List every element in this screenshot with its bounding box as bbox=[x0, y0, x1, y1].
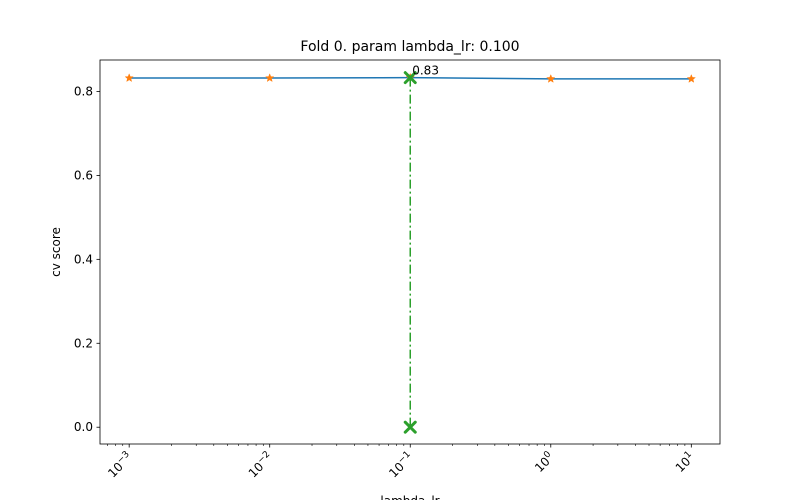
best-value-marker-top bbox=[403, 71, 417, 85]
y-tick-label: 0.4 bbox=[74, 252, 93, 266]
y-tick-label: 0.2 bbox=[74, 336, 93, 350]
y-tick-label: 0.0 bbox=[74, 420, 93, 434]
y-tick-label: 0.6 bbox=[74, 168, 93, 182]
y-tick-label: 0.8 bbox=[74, 84, 93, 98]
data-point-marker bbox=[265, 73, 275, 83]
plot-area: 0.83 bbox=[124, 64, 696, 434]
best-value-marker-bottom bbox=[403, 420, 417, 434]
y-axis-label: cv score bbox=[49, 227, 63, 277]
data-point-marker bbox=[546, 73, 556, 83]
data-point-marker bbox=[686, 73, 696, 83]
data-point-marker bbox=[124, 73, 134, 83]
best-value-annotation: 0.83 bbox=[412, 64, 439, 78]
x-axis-label: lambda_lr bbox=[380, 494, 439, 500]
chart-title: Fold 0. param lambda_lr: 0.100 bbox=[300, 39, 519, 55]
